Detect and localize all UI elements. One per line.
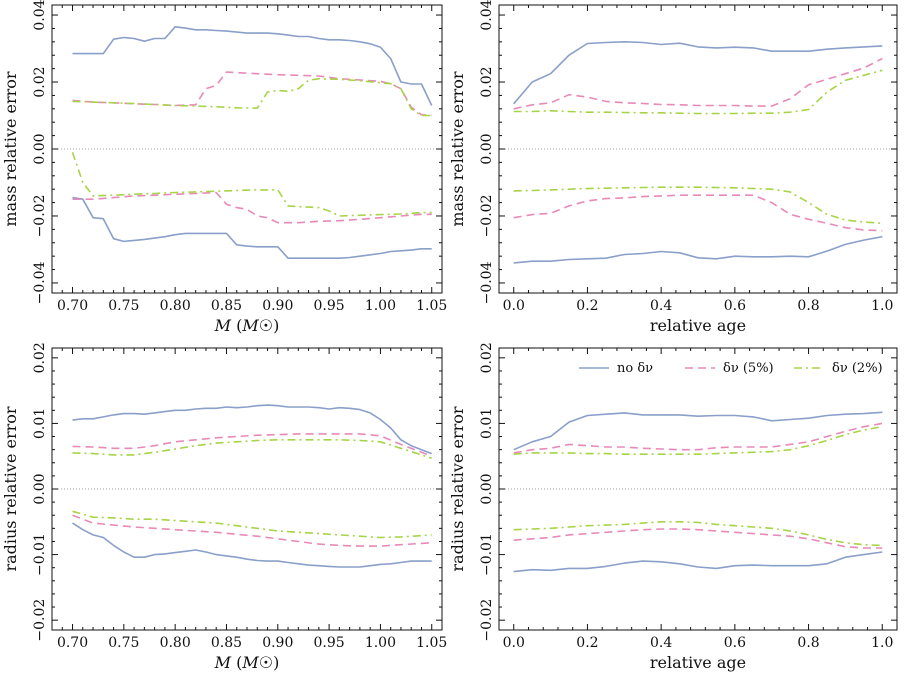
- y-tick-label: −0.02: [32, 195, 48, 238]
- x-axis-label: relative age: [650, 653, 746, 672]
- y-axis-label: mass relative error: [448, 71, 467, 227]
- y-tick-label: 0.00: [479, 133, 495, 164]
- x-tick-label: 1.0: [871, 635, 893, 651]
- series-line-dnu_2: [513, 186, 883, 225]
- y-tick-label: 0.00: [32, 133, 48, 164]
- x-tick-label: 0.0: [503, 298, 525, 314]
- y-tick-label: −0.02: [479, 195, 495, 238]
- x-tick-label: 0.2: [576, 298, 598, 314]
- y-tick-label: −0.01: [32, 533, 48, 576]
- x-tick-label: 0.4: [650, 298, 672, 314]
- y-tick-label: 0.02: [479, 66, 495, 97]
- x-tick-label: 0.70: [57, 635, 88, 651]
- series-line-no_dnu: [513, 40, 883, 105]
- legend-label: no δν: [617, 361, 653, 376]
- series-line-no_dnu: [72, 522, 432, 568]
- panel-bottom-right: 0.0 0.2 0.4 0.6 0.8 1.0 −0.02 −0.01 0.00 0.01 0.02…: [448, 342, 898, 672]
- x-tick-label: 0.4: [650, 635, 672, 651]
- series-line-no_dnu: [72, 25, 433, 106]
- series-line-dnu_2: [71, 152, 432, 217]
- x-axis-label: relative age: [650, 316, 746, 335]
- series-line-no_dnu: [513, 551, 883, 573]
- series-line-dnu_2: [72, 510, 432, 539]
- series-line-no_dnu: [72, 404, 432, 455]
- x-tick-label: 1.00: [365, 298, 396, 314]
- x-axis-label: M (M☉): [214, 653, 280, 672]
- series-line-dnu_5: [513, 194, 883, 232]
- series-line-no_dnu: [513, 411, 883, 451]
- legend: no δν δν (5%) δν (2%): [579, 361, 883, 376]
- x-tick-label: 0.0: [503, 635, 525, 651]
- series-line-dnu_2: [513, 425, 883, 456]
- y-tick-label: −0.02: [32, 599, 48, 642]
- series-line-dnu_2: [513, 520, 883, 547]
- x-axis-label: M (M☉): [214, 316, 280, 335]
- x-tick-label: 0.95: [314, 298, 345, 314]
- y-axis-label: radius relative error: [1, 406, 20, 571]
- y-tick-label: −0.02: [479, 599, 495, 642]
- y-tick-label: −0.04: [32, 261, 48, 304]
- panel-top-right: 0.0 0.2 0.4 0.6 0.8 1.0 −0.04 −0.02 0.00 0.02 0.04…: [448, 0, 898, 335]
- y-tick-label: 0.04: [479, 0, 495, 31]
- y-tick-label: −0.01: [479, 533, 495, 576]
- x-tick-label: 0.95: [314, 635, 345, 651]
- series-line-dnu_5: [72, 191, 432, 224]
- y-tick-label: 0.02: [479, 342, 495, 373]
- x-tick-label: 0.80: [160, 635, 191, 651]
- x-tick-label: 1.0: [871, 298, 893, 314]
- y-tick-label: 0.00: [32, 473, 48, 504]
- series-line-dnu_5: [513, 528, 883, 549]
- x-tick-label: 0.8: [797, 298, 819, 314]
- y-tick-label: −0.04: [479, 261, 495, 304]
- legend-label: δν (2%): [832, 361, 883, 376]
- y-tick-label: 0.00: [479, 473, 495, 504]
- y-tick-label: 0.04: [32, 0, 48, 31]
- series-line-no_dnu: [72, 196, 432, 260]
- x-tick-label: 0.90: [262, 635, 293, 651]
- series-line-dnu_2: [513, 69, 883, 115]
- x-tick-label: 1.00: [365, 635, 396, 651]
- y-axis-label: mass relative error: [1, 71, 20, 227]
- y-axis-label: radius relative error: [448, 406, 467, 571]
- panel-bottom-left: 0.70 0.75 0.80 0.85 0.90 0.95 1.00 1.05 −0.02 −0.…: [1, 342, 447, 672]
- legend-label: δν (5%): [723, 361, 774, 376]
- series-line-dnu_5: [72, 71, 432, 117]
- y-tick-label: 0.01: [479, 408, 495, 439]
- x-tick-label: 0.6: [724, 635, 746, 651]
- x-tick-label: 0.80: [160, 298, 191, 314]
- series-line-dnu_5: [513, 57, 883, 110]
- y-tick-label: 0.02: [32, 342, 48, 373]
- x-tick-label: 0.6: [724, 298, 746, 314]
- x-tick-label: 1.05: [416, 635, 447, 651]
- panel-top-left: 0.70 0.75 0.80 0.85 0.90 0.95 1.00 1.05 −0.04 −0.…: [1, 0, 447, 335]
- series-line-dnu_5: [72, 514, 432, 547]
- x-tick-label: 0.8: [797, 635, 819, 651]
- x-tick-label: 1.05: [416, 298, 447, 314]
- series-line-no_dnu: [513, 235, 883, 264]
- y-tick-label: 0.02: [32, 66, 48, 97]
- x-tick-label: 0.85: [211, 298, 242, 314]
- x-tick-label: 0.85: [211, 635, 242, 651]
- x-tick-label: 0.75: [108, 298, 139, 314]
- x-tick-label: 0.70: [57, 298, 88, 314]
- x-tick-label: 0.75: [108, 635, 139, 651]
- x-tick-label: 0.90: [262, 298, 293, 314]
- series-line-dnu_2: [72, 438, 432, 459]
- series-line-dnu_2: [72, 77, 432, 117]
- x-tick-label: 0.2: [576, 635, 598, 651]
- y-tick-label: 0.01: [32, 408, 48, 439]
- series-line-dnu_5: [513, 422, 883, 454]
- series-line-dnu_5: [72, 433, 432, 457]
